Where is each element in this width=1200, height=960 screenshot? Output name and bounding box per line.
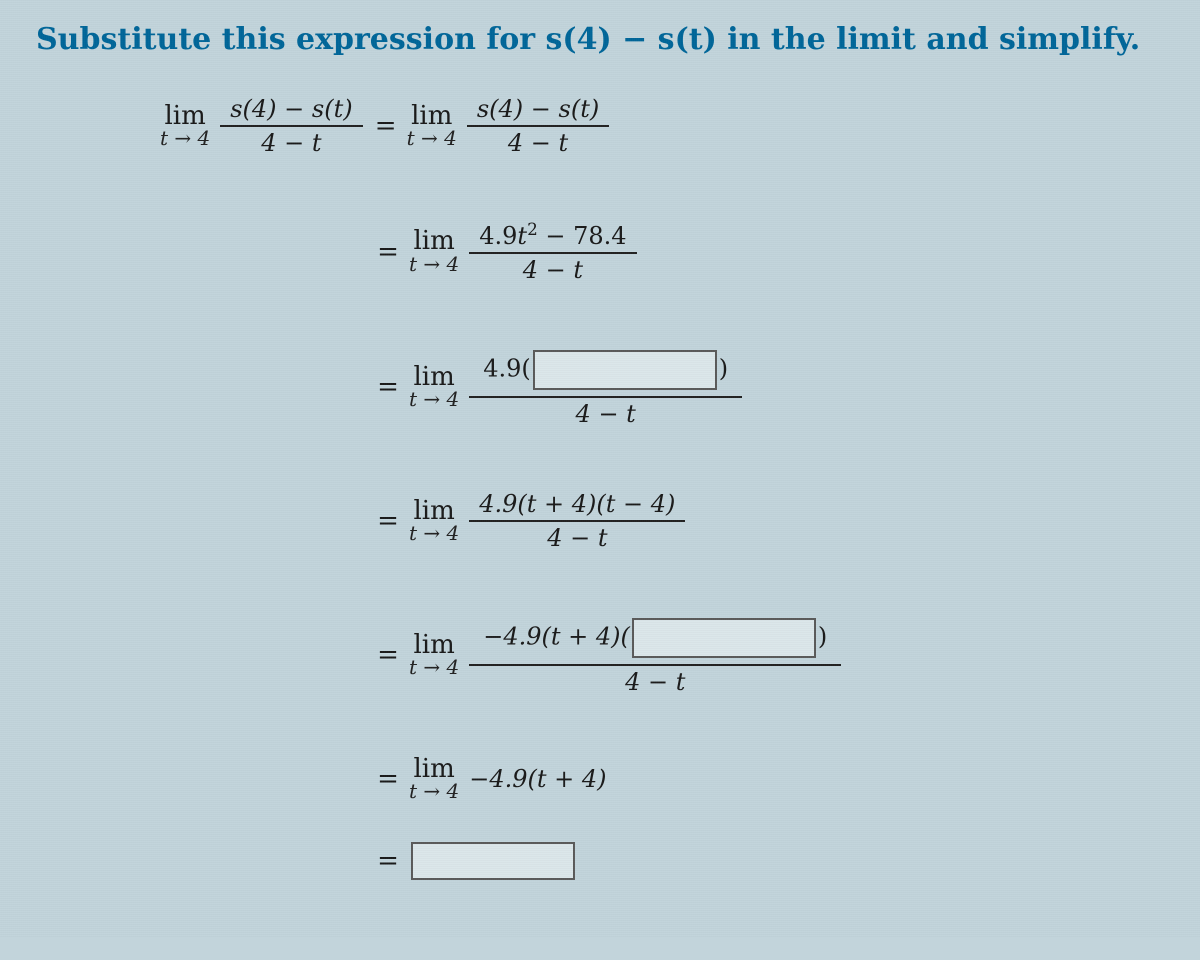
lim-1b: lim t → 4 [407, 103, 457, 149]
lim-1a: lim t → 4 [160, 103, 210, 149]
step-7: = [371, 842, 1164, 880]
lim-5: lim t → 4 [409, 632, 459, 678]
equals-7: = [371, 846, 405, 876]
equals-2: = [371, 237, 405, 267]
step-1: lim t → 4 s(4) − s(t) 4 − t = lim t → 4 … [156, 93, 1164, 159]
lim-4: lim t → 4 [409, 498, 459, 544]
frac-4: 4.9(t + 4)(t − 4) 4 − t [469, 488, 685, 554]
instruction-title: Substitute this expression for s(4) − s(… [36, 22, 1164, 57]
equals-3: = [371, 372, 405, 402]
step-3: = lim t → 4 4.9() 4 − t [371, 344, 1164, 430]
frac-1b: s(4) − s(t) 4 − t [467, 93, 609, 159]
equals-4: = [371, 506, 405, 536]
equals-1: = [369, 111, 403, 141]
step-4: = lim t → 4 4.9(t + 4)(t − 4) 4 − t [371, 488, 1164, 554]
lim-6: lim t → 4 [409, 756, 459, 802]
answer-input-2[interactable] [632, 618, 816, 658]
step-5: = lim t → 4 −4.9(t + 4)() 4 − t [371, 612, 1164, 698]
frac-2: 4.9t2 − 78.4 4 − t [469, 217, 636, 286]
answer-input-3[interactable] [411, 842, 575, 880]
step-6: = lim t → 4 −4.9(t + 4) [371, 756, 1164, 802]
lim-3: lim t → 4 [409, 364, 459, 410]
frac-5: −4.9(t + 4)() 4 − t [469, 612, 841, 698]
answer-input-1[interactable] [533, 350, 717, 390]
equals-6: = [371, 764, 405, 794]
equals-5: = [371, 640, 405, 670]
lim-2: lim t → 4 [409, 228, 459, 274]
frac-1a: s(4) − s(t) 4 − t [220, 93, 362, 159]
step-2: = lim t → 4 4.9t2 − 78.4 4 − t [371, 217, 1164, 286]
expr-6: −4.9(t + 4) [463, 765, 612, 793]
frac-3: 4.9() 4 − t [469, 344, 742, 430]
